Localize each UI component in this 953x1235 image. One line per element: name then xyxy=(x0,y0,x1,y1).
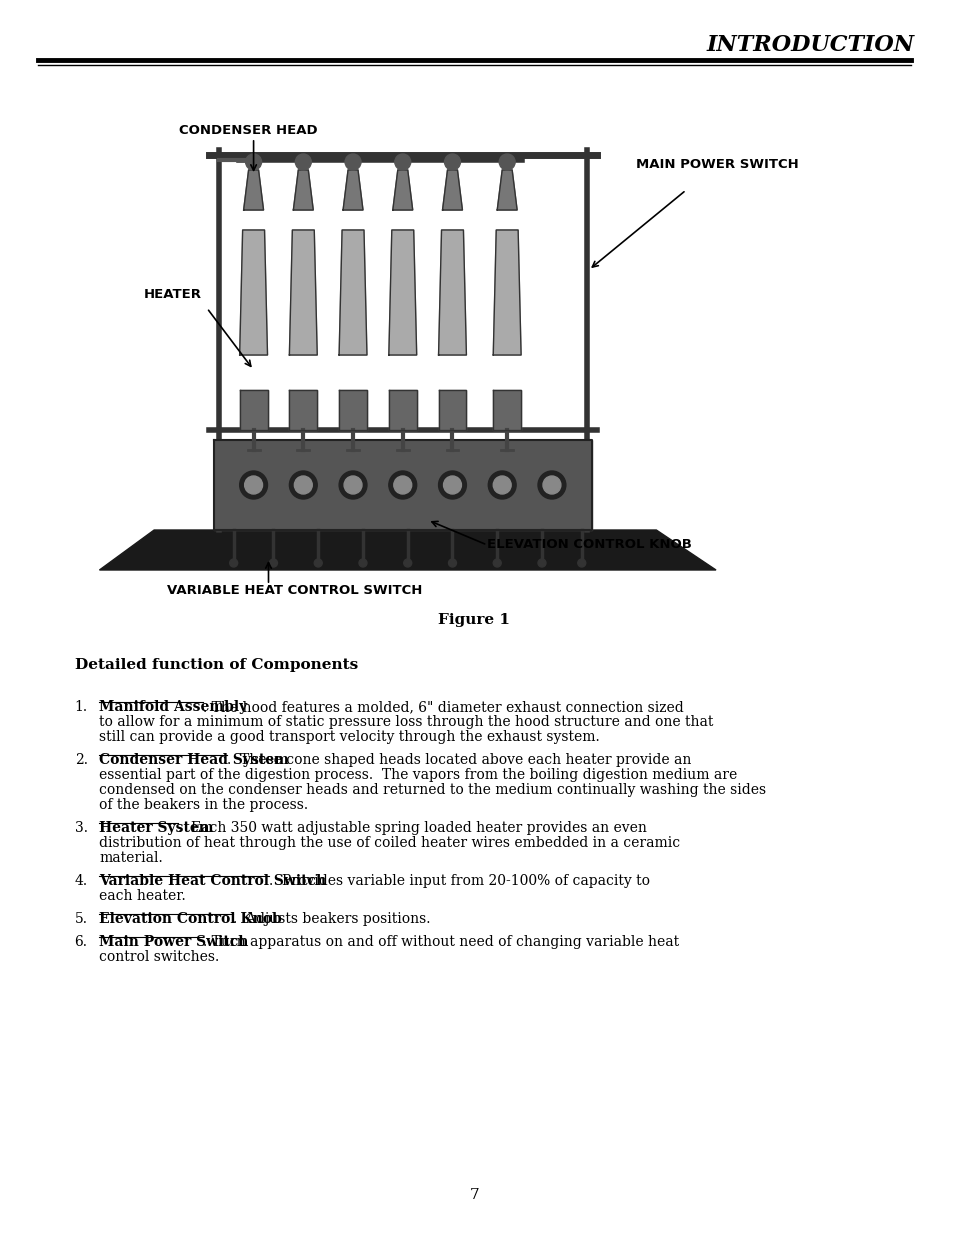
Text: 6.: 6. xyxy=(74,935,88,948)
Text: HEATER: HEATER xyxy=(144,289,202,301)
Circle shape xyxy=(493,559,500,567)
Polygon shape xyxy=(289,230,317,354)
Circle shape xyxy=(344,475,361,494)
Circle shape xyxy=(245,154,261,170)
Text: Manifold Assembly: Manifold Assembly xyxy=(99,700,248,714)
Circle shape xyxy=(498,154,515,170)
Text: 2.: 2. xyxy=(74,753,88,767)
Circle shape xyxy=(289,471,317,499)
Text: still can provide a good transport velocity through the exhaust system.: still can provide a good transport veloc… xyxy=(99,730,599,743)
Text: Heater System: Heater System xyxy=(99,821,213,835)
Polygon shape xyxy=(389,390,416,430)
Polygon shape xyxy=(289,390,317,430)
Circle shape xyxy=(345,154,360,170)
Text: 4.: 4. xyxy=(74,874,88,888)
Text: 3.: 3. xyxy=(74,821,88,835)
Polygon shape xyxy=(393,170,413,210)
Circle shape xyxy=(314,559,322,567)
Polygon shape xyxy=(213,440,591,530)
Text: CONDENSER HEAD: CONDENSER HEAD xyxy=(179,124,317,137)
Circle shape xyxy=(269,559,277,567)
Text: MAIN POWER SWITCH: MAIN POWER SWITCH xyxy=(636,158,799,172)
Polygon shape xyxy=(389,230,416,354)
Text: of the beakers in the process.: of the beakers in the process. xyxy=(99,798,308,811)
Text: Variable Heat Control Switch: Variable Heat Control Switch xyxy=(99,874,326,888)
Text: condensed on the condenser heads and returned to the medium continually washing : condensed on the condenser heads and ret… xyxy=(99,783,766,797)
Text: material.: material. xyxy=(99,851,163,864)
Circle shape xyxy=(244,475,262,494)
Text: 1.: 1. xyxy=(74,700,88,714)
Text: . The hood features a molded, 6" diameter exhaust connection sized: . The hood features a molded, 6" diamete… xyxy=(202,700,682,714)
Polygon shape xyxy=(493,390,520,430)
Text: each heater.: each heater. xyxy=(99,889,186,903)
Circle shape xyxy=(338,471,367,499)
Text: essential part of the digestion process.  The vapors from the boiling digestion : essential part of the digestion process.… xyxy=(99,768,737,782)
Text: control switches.: control switches. xyxy=(99,950,219,965)
Polygon shape xyxy=(239,230,267,354)
Text: 5.: 5. xyxy=(74,911,88,926)
Text: . Turn apparatus on and off without need of changing variable heat: . Turn apparatus on and off without need… xyxy=(202,935,678,948)
Circle shape xyxy=(230,559,237,567)
Text: .  Each 350 watt adjustable spring loaded heater provides an even: . Each 350 watt adjustable spring loaded… xyxy=(178,821,646,835)
Circle shape xyxy=(389,471,416,499)
Circle shape xyxy=(438,471,466,499)
Polygon shape xyxy=(338,230,367,354)
Text: Detailed function of Components: Detailed function of Components xyxy=(74,658,357,672)
Text: to allow for a minimum of static pressure loss through the hood structure and on: to allow for a minimum of static pressur… xyxy=(99,715,713,729)
Circle shape xyxy=(493,475,511,494)
Polygon shape xyxy=(343,170,362,210)
Polygon shape xyxy=(99,530,716,571)
Polygon shape xyxy=(438,390,466,430)
Text: 7: 7 xyxy=(469,1188,478,1202)
Polygon shape xyxy=(239,390,267,430)
Circle shape xyxy=(537,471,565,499)
Polygon shape xyxy=(493,230,520,354)
Text: .  These cone shaped heads located above each heater provide an: . These cone shaped heads located above … xyxy=(227,753,691,767)
Circle shape xyxy=(358,559,367,567)
Circle shape xyxy=(542,475,560,494)
Circle shape xyxy=(239,471,267,499)
Circle shape xyxy=(395,154,411,170)
Text: Condenser Head System: Condenser Head System xyxy=(99,753,289,767)
Text: Main Power Switch: Main Power Switch xyxy=(99,935,249,948)
Polygon shape xyxy=(438,230,466,354)
Polygon shape xyxy=(442,170,462,210)
Circle shape xyxy=(403,559,412,567)
Text: distribution of heat through the use of coiled heater wires embedded in a cerami: distribution of heat through the use of … xyxy=(99,836,679,850)
Circle shape xyxy=(488,471,516,499)
Text: .  Provides variable input from 20-100% of capacity to: . Provides variable input from 20-100% o… xyxy=(269,874,650,888)
Circle shape xyxy=(537,559,545,567)
Circle shape xyxy=(295,154,311,170)
Circle shape xyxy=(448,559,456,567)
Polygon shape xyxy=(338,390,367,430)
Polygon shape xyxy=(243,170,263,210)
Text: Figure 1: Figure 1 xyxy=(437,613,510,627)
Circle shape xyxy=(443,475,461,494)
Text: .  Adjusts beakers positions.: . Adjusts beakers positions. xyxy=(233,911,430,926)
Circle shape xyxy=(444,154,460,170)
Text: INTRODUCTION: INTRODUCTION xyxy=(706,35,914,56)
Polygon shape xyxy=(294,170,313,210)
Text: ELEVATION CONTROL KNOB: ELEVATION CONTROL KNOB xyxy=(487,538,692,552)
Polygon shape xyxy=(497,170,517,210)
Text: Elevation Control Knob: Elevation Control Knob xyxy=(99,911,282,926)
Circle shape xyxy=(294,475,312,494)
Circle shape xyxy=(394,475,412,494)
Circle shape xyxy=(578,559,585,567)
Text: VARIABLE HEAT CONTROL SWITCH: VARIABLE HEAT CONTROL SWITCH xyxy=(167,583,422,597)
